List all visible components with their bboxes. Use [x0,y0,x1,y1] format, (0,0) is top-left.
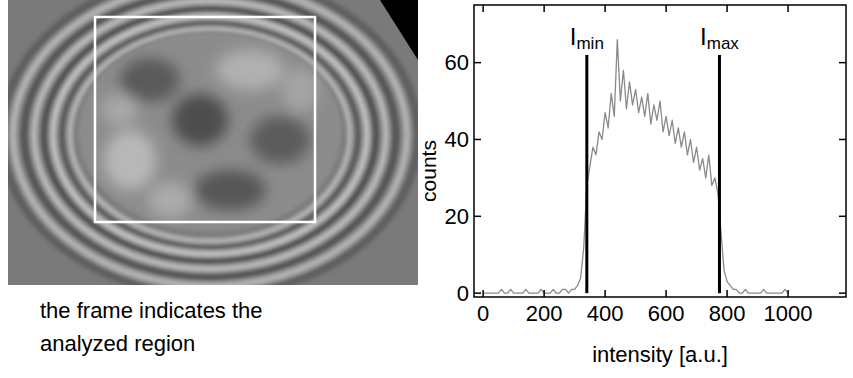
y-tick-label: 60 [445,50,469,75]
x-tick-top [665,5,667,12]
x-tick [604,290,606,297]
x-tick-label: 1000 [764,301,813,326]
histogram-line [483,40,788,294]
x-tick-top [543,5,545,12]
y-axis-title: counts [417,140,440,202]
data-group [483,40,788,294]
marker-label: Imin [570,23,604,53]
y-tick-label: 40 [445,127,469,152]
caption: the frame indicates the analyzed region [40,298,263,356]
x-tick-top [726,5,728,12]
x-tick-top [482,5,484,12]
plot-frame [474,5,846,297]
y-tick [474,216,481,218]
analysis-frame [95,17,315,222]
x-tick [543,290,545,297]
y-tick [474,139,481,141]
y-tick-right [839,139,846,141]
x-tick-label: 0 [477,301,489,326]
x-axis-title: intensity [a.u.] [592,342,728,367]
y-tick [474,292,481,294]
marker-label-main: I [700,23,707,50]
marker-label-sub: max [707,34,740,53]
y-tick-label: 20 [445,204,469,229]
page: the frame indicates the analyzed region 0 2… [0,0,853,378]
x-tick [787,290,789,297]
marker-label-sub: min [576,34,603,53]
x-tick [665,290,667,297]
marker-label: Imax [700,23,739,53]
y-tick-right [839,62,846,64]
photo [8,0,418,285]
x-tick [726,290,728,297]
y-tick [474,62,481,64]
photo-corner [380,0,418,60]
caption-line: analyzed region [40,331,195,356]
x-tick-label: 200 [526,301,563,326]
marker-line [585,55,588,293]
x-tick-top [604,5,606,12]
y-tick-right [839,216,846,218]
fringes [8,0,418,285]
y-tick-label: 0 [457,281,469,306]
x-tick-label: 400 [587,301,624,326]
caption-line: the frame indicates the [40,298,263,323]
mottle [102,50,318,218]
marker-line [718,55,721,293]
marker-label-main: I [570,23,577,50]
x-tick-label: 600 [648,301,685,326]
blob [78,32,342,232]
x-tick [482,290,484,297]
x-tick-top [787,5,789,12]
y-tick-right [839,292,846,294]
x-tick-label: 800 [709,301,746,326]
